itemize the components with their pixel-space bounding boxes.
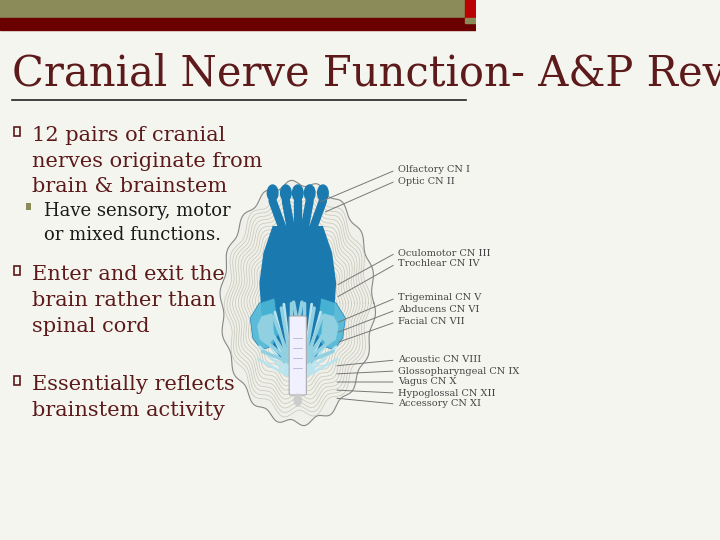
- Text: Abducens CN VI: Abducens CN VI: [397, 306, 479, 314]
- Text: 12 pairs of cranial
nerves originate from
brain & brainstem: 12 pairs of cranial nerves originate fro…: [32, 126, 262, 197]
- Text: Trochlear CN IV: Trochlear CN IV: [397, 260, 480, 268]
- Circle shape: [305, 185, 315, 201]
- Text: Optic CN II: Optic CN II: [397, 177, 454, 186]
- Text: Have sensory, motor
or mixed functions.: Have sensory, motor or mixed functions.: [44, 202, 230, 244]
- Bar: [14, 375, 19, 384]
- Text: Acoustic CN VIII: Acoustic CN VIII: [397, 355, 481, 364]
- Text: Cranial Nerve Function- A&P Review: Cranial Nerve Function- A&P Review: [12, 52, 720, 94]
- Text: Olfactory CN I: Olfactory CN I: [397, 165, 469, 174]
- Bar: [0, 18, 477, 30]
- Circle shape: [267, 185, 278, 201]
- Text: Facial CN VII: Facial CN VII: [397, 318, 464, 327]
- Text: Hypoglossal CN XII: Hypoglossal CN XII: [397, 388, 495, 397]
- Bar: [0, 0, 465, 18]
- Text: Oculomotor CN III: Oculomotor CN III: [397, 248, 490, 258]
- Text: Trigeminal CN V: Trigeminal CN V: [397, 294, 481, 302]
- Polygon shape: [321, 313, 339, 346]
- Text: Accessory CN XI: Accessory CN XI: [397, 400, 481, 408]
- Polygon shape: [259, 226, 336, 373]
- Bar: [465, 18, 477, 23]
- Polygon shape: [250, 298, 279, 350]
- Bar: [14, 126, 19, 136]
- Polygon shape: [316, 298, 346, 350]
- Text: Glossopharyngeal CN IX: Glossopharyngeal CN IX: [397, 367, 519, 375]
- Circle shape: [318, 185, 328, 201]
- FancyBboxPatch shape: [289, 316, 307, 395]
- Circle shape: [281, 185, 291, 201]
- Polygon shape: [220, 180, 376, 426]
- Circle shape: [294, 394, 302, 406]
- Text: Vagus CN X: Vagus CN X: [397, 377, 456, 387]
- Bar: [26, 202, 31, 210]
- Bar: [14, 266, 19, 274]
- Polygon shape: [257, 313, 274, 346]
- Circle shape: [292, 185, 303, 201]
- Text: Enter and exit the
brain rather than
spinal cord: Enter and exit the brain rather than spi…: [32, 265, 225, 335]
- Text: Essentially reflects
brainstem activity: Essentially reflects brainstem activity: [32, 375, 235, 420]
- Bar: [465, 0, 477, 18]
